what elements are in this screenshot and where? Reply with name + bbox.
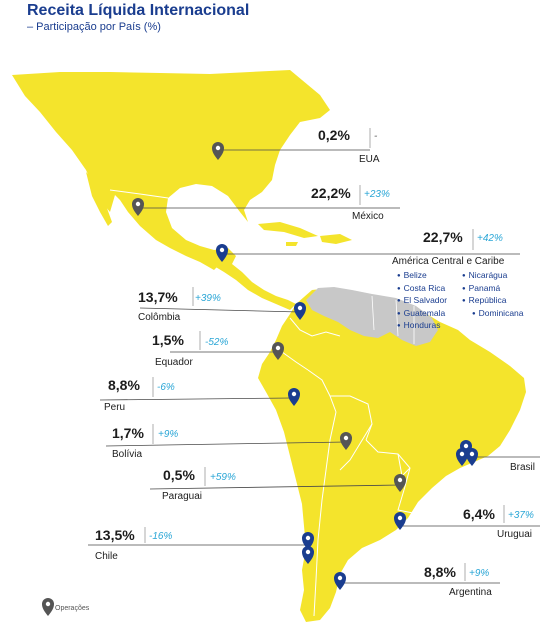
central-america-list-col2: Nicarágua Panamá República Dominicana: [462, 270, 524, 320]
equador-name: Equador: [155, 357, 193, 368]
baja-california-land: [86, 172, 112, 226]
america-central-change: +42%: [477, 233, 503, 244]
page-title: Receita Líquida Internacional: [27, 2, 250, 19]
south-america-land: [258, 288, 526, 622]
central-america-list-col1: Belize Costa Rica El Salvador Guatemala …: [397, 270, 447, 333]
bolivia-change: +9%: [158, 429, 179, 440]
list-item: Nicarágua: [462, 270, 524, 283]
list-item: República: [462, 295, 524, 308]
page-subtitle: – Participação por País (%): [27, 21, 161, 33]
equador-share: 1,5%: [152, 332, 184, 348]
mexico-share: 22,2%: [311, 185, 351, 201]
bolivia-share: 1,7%: [112, 425, 144, 441]
country-borders: [109, 189, 419, 617]
chile-change: -16%: [149, 531, 173, 542]
eua-change: -: [374, 131, 378, 142]
peru-share: 8,8%: [108, 377, 140, 393]
paraguai-name: Paraguai: [162, 491, 203, 502]
leader-lines: [88, 149, 540, 584]
hispaniola-land: [320, 234, 352, 244]
list-item: Belize: [397, 270, 447, 283]
argentina-name: Argentina: [449, 587, 492, 598]
list-item: Guatemala: [397, 308, 447, 321]
paraguai-share: 0,5%: [163, 467, 195, 483]
peru-name: Peru: [104, 402, 126, 413]
peru-change: -6%: [157, 382, 175, 393]
brasil-name: Brasil: [510, 462, 536, 473]
uruguai-change: +37%: [508, 510, 534, 521]
chile-share: 13,5%: [95, 527, 135, 543]
eua-name: EUA: [359, 154, 380, 165]
argentina-change: +9%: [469, 568, 490, 579]
cuba-land: [258, 222, 318, 238]
list-item: Honduras: [397, 320, 447, 333]
mexico-name: México: [352, 211, 384, 222]
argentina-share: 8,8%: [424, 564, 456, 580]
uruguai-name: Uruguai: [497, 529, 533, 540]
colombia-share: 13,7%: [138, 289, 178, 305]
mexico-change: +23%: [364, 189, 390, 200]
america-central-name: América Central e Caribe: [392, 256, 505, 267]
separator-ticks: [144, 128, 505, 581]
paraguai-change: +59%: [210, 472, 236, 483]
jamaica-land: [286, 242, 298, 246]
uruguai-share: 6,4%: [463, 506, 495, 522]
colombia-change: +39%: [195, 293, 221, 304]
list-item: Panamá: [462, 283, 524, 296]
bolivia-name: Bolívia: [112, 449, 143, 460]
list-item: El Salvador: [397, 295, 447, 308]
north-america-land: [12, 70, 330, 270]
list-item: Costa Rica: [397, 283, 447, 296]
eua-share: 0,2%: [318, 127, 350, 143]
equador-change: -52%: [205, 337, 229, 348]
legend-pin-icon: [42, 598, 54, 616]
central-america-land: [214, 248, 296, 310]
america-central-share: 22,7%: [423, 229, 463, 245]
list-item-continued: Dominicana: [462, 308, 524, 321]
chile-name: Chile: [95, 551, 118, 562]
colombia-name: Colômbia: [138, 312, 181, 323]
legend-label: Operações: [55, 605, 90, 612]
